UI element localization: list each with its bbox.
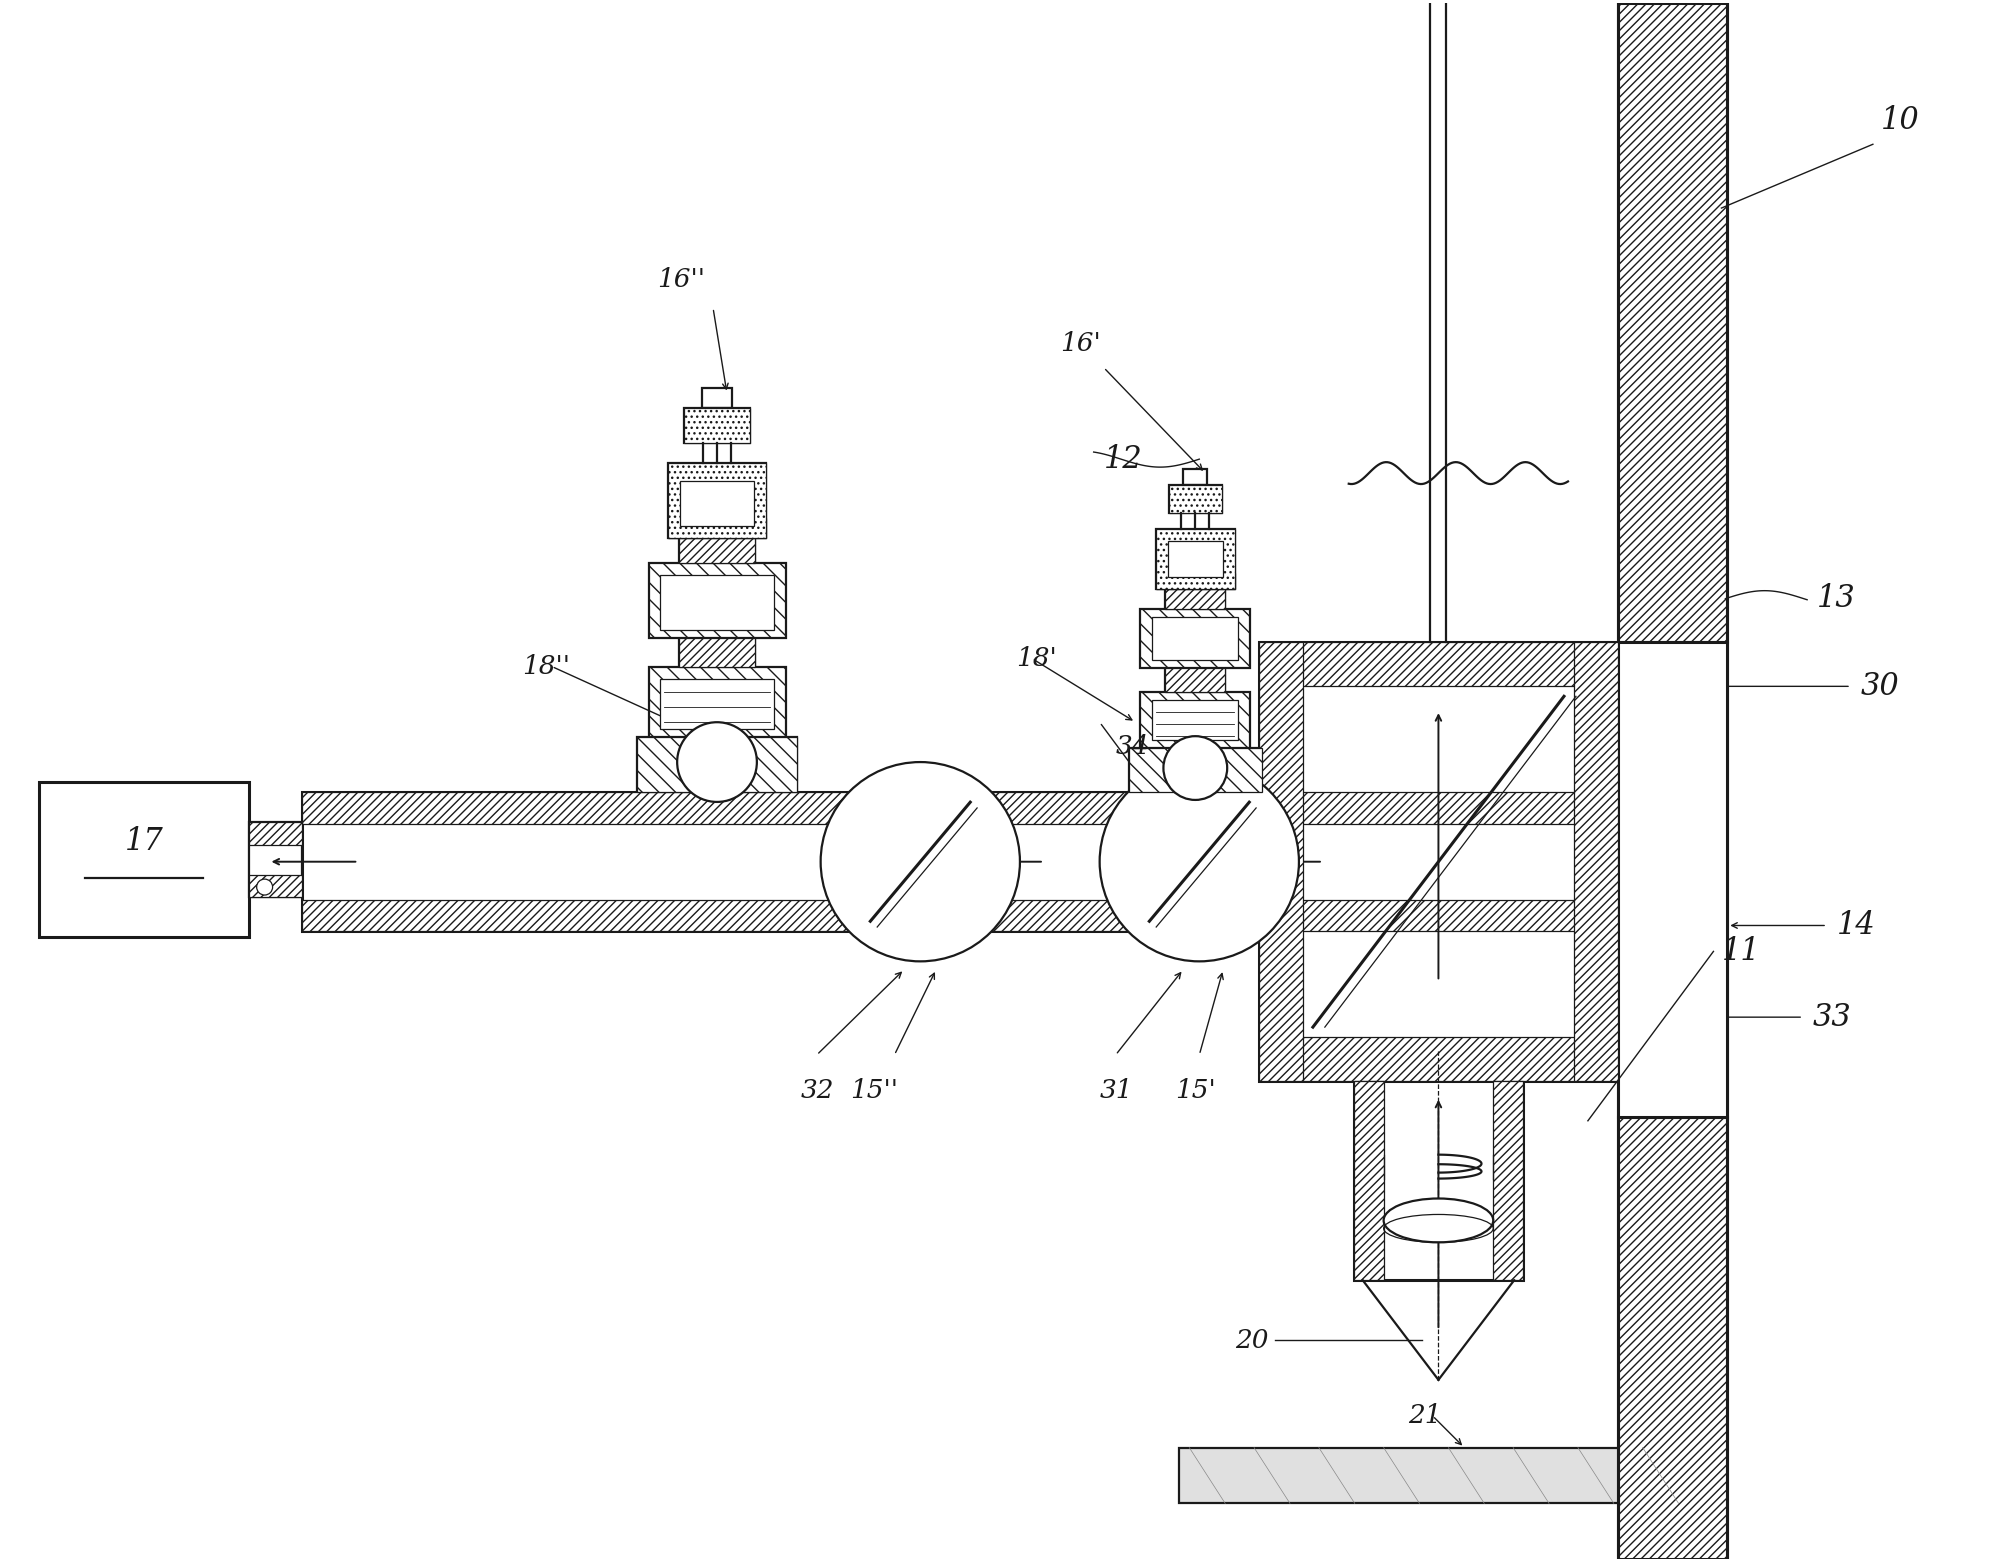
Bar: [1168, 540, 1222, 576]
Bar: [1166, 669, 1226, 692]
Bar: [1152, 700, 1238, 740]
Bar: [1168, 486, 1222, 512]
Bar: [1128, 748, 1262, 792]
Polygon shape: [668, 519, 766, 537]
Text: 14: 14: [1838, 911, 1876, 940]
Text: 11: 11: [1722, 936, 1760, 967]
Bar: [40, 783, 248, 937]
Polygon shape: [248, 823, 302, 845]
Bar: [668, 464, 766, 537]
Bar: [1180, 1448, 1698, 1503]
Polygon shape: [1166, 669, 1226, 692]
Polygon shape: [1494, 1081, 1524, 1281]
Polygon shape: [668, 464, 766, 537]
Polygon shape: [1574, 642, 1618, 1081]
Bar: [1260, 642, 1618, 1081]
Circle shape: [820, 762, 1020, 961]
Bar: [1166, 589, 1226, 609]
Bar: [636, 737, 798, 792]
Text: 13: 13: [1818, 583, 1856, 614]
Polygon shape: [1156, 573, 1234, 589]
Polygon shape: [1140, 692, 1250, 748]
Text: 17: 17: [124, 826, 164, 856]
Bar: [248, 823, 302, 897]
Polygon shape: [302, 792, 1618, 823]
Ellipse shape: [1384, 1198, 1494, 1242]
Polygon shape: [1618, 3, 1728, 642]
Polygon shape: [248, 875, 302, 897]
Text: 21: 21: [1408, 1403, 1442, 1428]
Polygon shape: [1260, 642, 1618, 686]
Bar: [660, 575, 774, 629]
Text: 15': 15': [1176, 1078, 1216, 1103]
Polygon shape: [1166, 589, 1226, 609]
Polygon shape: [680, 537, 754, 562]
Text: 32: 32: [800, 1078, 834, 1103]
Polygon shape: [680, 637, 754, 667]
Text: 34: 34: [1116, 734, 1150, 759]
Bar: [680, 537, 754, 562]
Text: 18'': 18'': [522, 654, 570, 679]
Text: 12: 12: [1104, 444, 1142, 475]
Polygon shape: [302, 900, 1618, 931]
Polygon shape: [1128, 748, 1262, 792]
Text: 16'': 16'': [658, 267, 706, 292]
Bar: [1156, 530, 1234, 589]
Polygon shape: [1260, 642, 1302, 1081]
Bar: [1152, 617, 1238, 661]
Circle shape: [1100, 762, 1298, 961]
Bar: [1618, 642, 1728, 1117]
Polygon shape: [1156, 530, 1234, 589]
Polygon shape: [1168, 486, 1222, 512]
Polygon shape: [1618, 1117, 1728, 1559]
Text: 30: 30: [1860, 670, 1900, 701]
Text: 20: 20: [1236, 1328, 1268, 1353]
Circle shape: [256, 879, 272, 895]
Bar: [302, 792, 1618, 931]
Polygon shape: [1354, 1081, 1384, 1281]
Text: 15'': 15'': [850, 1078, 898, 1103]
Polygon shape: [648, 667, 786, 737]
Text: 18': 18': [1016, 647, 1056, 672]
Bar: [680, 481, 754, 526]
Bar: [702, 389, 732, 408]
Polygon shape: [636, 737, 798, 792]
Bar: [1184, 469, 1208, 486]
Polygon shape: [1260, 1037, 1618, 1081]
Bar: [684, 408, 750, 444]
Polygon shape: [648, 562, 786, 637]
Bar: [1354, 1081, 1524, 1281]
Circle shape: [678, 722, 756, 801]
Polygon shape: [1140, 609, 1250, 669]
Circle shape: [1164, 736, 1228, 800]
Text: 33: 33: [1814, 1001, 1852, 1032]
Polygon shape: [684, 408, 750, 444]
Text: 31: 31: [1100, 1078, 1134, 1103]
Text: 16': 16': [1060, 331, 1100, 356]
Bar: [680, 637, 754, 667]
Text: 10: 10: [1880, 105, 1920, 136]
Bar: [660, 679, 774, 729]
